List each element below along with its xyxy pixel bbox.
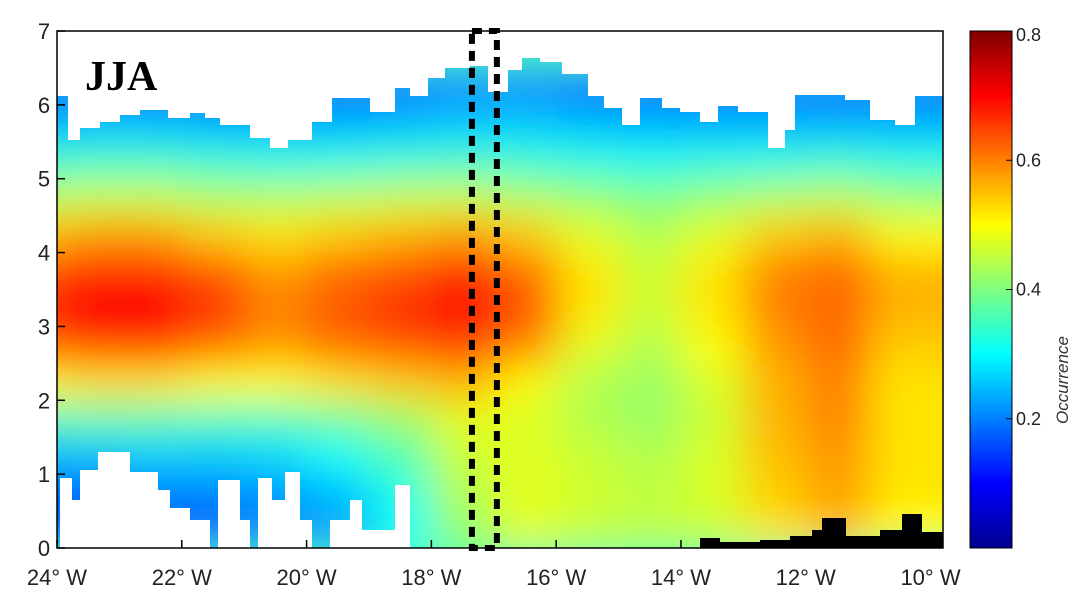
heatmap-cell [869,177,943,217]
heatmap-cell [869,399,943,439]
y-tick-label: 6 [38,93,50,118]
colorbar-axis: 0.2 0.4 0.6 0.8 [1006,25,1041,429]
y-tick-label: 0 [38,536,50,561]
heatmap-cell [869,325,943,365]
x-tick-label: 12° W [776,565,836,590]
no-data-bottom-region [60,452,410,548]
colorbar-tick-label: 0.4 [1016,280,1041,300]
x-tick-label: 22° W [152,565,212,590]
y-axis: 0 1 2 3 4 5 6 7 [38,19,65,561]
panel-label: JJA [85,54,158,100]
heatmap-cell [869,288,943,328]
plot-frame [56,30,944,549]
y-tick-label: 5 [38,167,50,192]
x-tick-label: 24° W [27,565,87,590]
heatmap-cell [869,473,943,513]
colorbar-tick-label: 0.6 [1016,150,1041,170]
heatmap-cell [869,436,943,476]
data-masks [57,31,943,548]
x-tick-label: 20° W [276,565,336,590]
colorbar-tick-label: 0.8 [1016,25,1041,45]
y-tick-label: 3 [38,314,50,339]
heatmap-cell [869,140,943,180]
y-tick-label: 7 [38,19,50,44]
colorbar-tick-label: 0.2 [1016,409,1041,429]
terrain-region [700,514,943,548]
heatmap-cell [869,362,943,402]
no-data-top-region [57,31,943,148]
y-tick-label: 1 [38,462,50,487]
colorbar [969,30,1013,549]
heatmap-cell [869,251,943,291]
x-tick-label: 18° W [401,565,461,590]
y-tick-label: 2 [38,388,50,413]
x-tick-label: 16° W [526,565,586,590]
highlight-box [468,28,500,551]
x-tick-label: 14° W [651,565,711,590]
y-tick-label: 4 [38,241,50,266]
x-tick-label: 10° W [900,565,960,590]
colorbar-title: Occurrence [1053,336,1072,424]
heatmap-cell [869,214,943,254]
x-axis: 24° W 22° W 20° W 18° W 16° W 14° W 12° W 10° W [27,540,961,590]
